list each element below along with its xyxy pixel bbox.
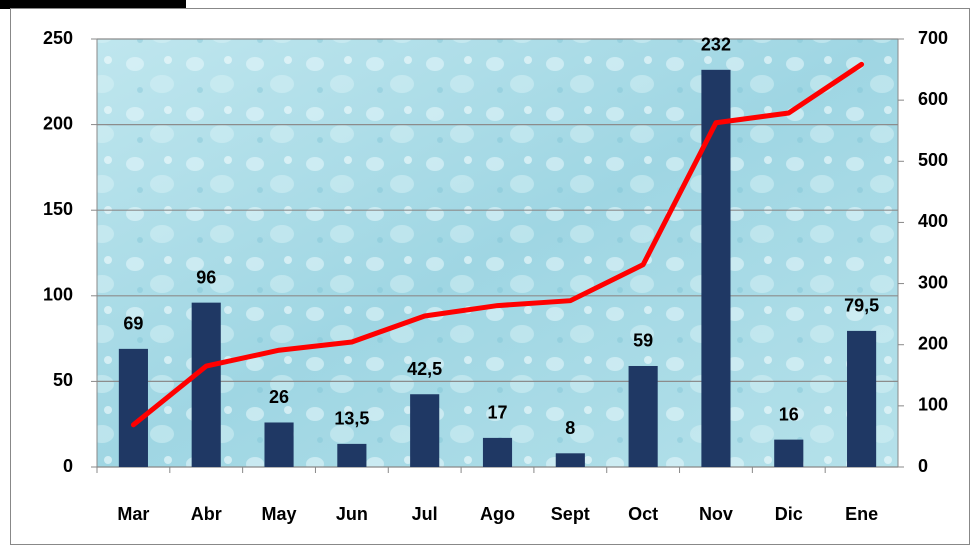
bar	[337, 444, 366, 467]
value-label: 79,5	[844, 296, 879, 316]
x-tick-label: Ago	[480, 504, 515, 524]
x-tick-label: Sept	[551, 504, 590, 524]
bar	[119, 349, 148, 467]
bar	[192, 303, 221, 467]
y-tick-label: 0	[63, 456, 73, 476]
x-tick-label: May	[262, 504, 297, 524]
x-tick-label: Abr	[191, 504, 222, 524]
value-label: 8	[565, 418, 575, 438]
bar	[701, 70, 730, 467]
y2-tick-label: 300	[918, 272, 948, 292]
bar	[264, 422, 293, 467]
bar	[774, 440, 803, 467]
y-tick-label: 100	[43, 285, 73, 305]
y2-tick-label: 200	[918, 333, 948, 353]
y2-tick-label: 400	[918, 211, 948, 231]
x-tick-label: Ene	[845, 504, 878, 524]
header-bar	[0, 0, 186, 9]
bar	[556, 453, 585, 467]
x-tick-label: Dic	[775, 504, 803, 524]
value-label: 16	[779, 404, 799, 424]
x-tick-label: Nov	[699, 504, 733, 524]
y2-tick-label: 500	[918, 150, 948, 170]
value-label: 17	[487, 403, 507, 423]
value-label: 42,5	[407, 359, 442, 379]
value-label: 69	[123, 314, 143, 334]
value-label: 59	[633, 331, 653, 351]
chart: 0 50 100 150 200 250 0 100 200 300 400 500 600 700 Mar…	[0, 0, 976, 550]
y2-tick-label: 100	[918, 395, 948, 415]
x-tick-label: Jul	[412, 504, 438, 524]
value-label: 13,5	[334, 409, 369, 429]
bar	[847, 331, 876, 467]
x-tick-label: Mar	[117, 504, 149, 524]
y2-tick-label: 0	[918, 456, 928, 476]
bar	[629, 366, 658, 467]
y-tick-label: 250	[43, 28, 73, 48]
value-label: 96	[196, 267, 216, 287]
y2-tick-label: 700	[918, 28, 948, 48]
y2-tick-label: 600	[918, 89, 948, 109]
x-tick-label: Oct	[628, 504, 658, 524]
y-tick-label: 50	[53, 370, 73, 390]
value-label: 232	[701, 35, 731, 55]
value-label: 26	[269, 387, 289, 407]
y-tick-label: 200	[43, 113, 73, 133]
bar	[410, 394, 439, 467]
x-tick-label: Jun	[336, 504, 368, 524]
y-tick-label: 150	[43, 199, 73, 219]
bar	[483, 438, 512, 467]
